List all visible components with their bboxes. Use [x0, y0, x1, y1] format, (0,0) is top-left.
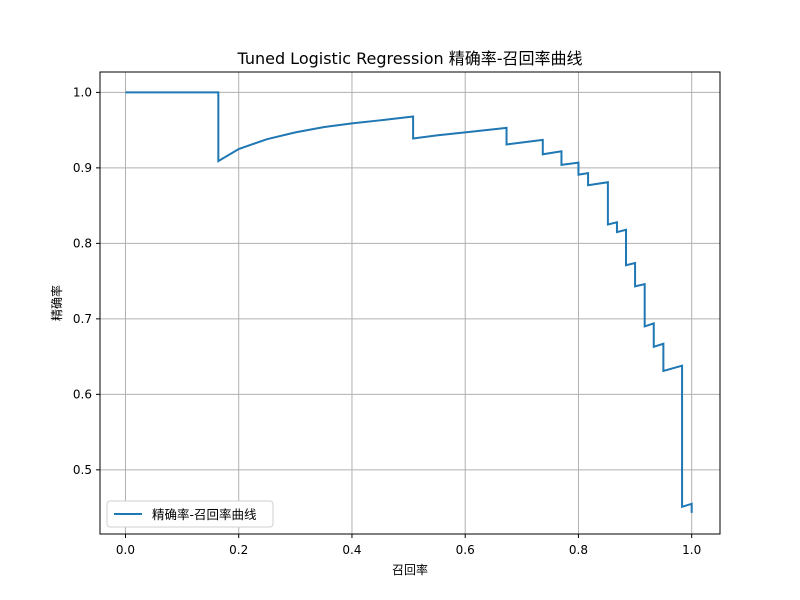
x-tick-label: 0.2	[229, 543, 248, 557]
x-tick-label: 1.0	[682, 543, 701, 557]
y-tick-label: 0.5	[73, 463, 92, 477]
x-tick-label: 0.4	[342, 543, 361, 557]
plot-area	[100, 72, 720, 534]
y-tick-label: 1.0	[73, 85, 92, 99]
pr-curve-line	[125, 91, 693, 513]
grid-lines	[100, 72, 720, 534]
y-tick-label: 0.9	[73, 161, 92, 175]
legend: 精确率-召回率曲线	[106, 500, 274, 528]
y-tick-label: 0.7	[73, 312, 92, 326]
x-tick-label: 0.0	[116, 543, 135, 557]
y-tick-label: 0.8	[73, 236, 92, 250]
x-tick-label: 0.6	[456, 543, 475, 557]
y-tick-label: 0.6	[73, 387, 92, 401]
legend-box	[106, 500, 274, 528]
series-layer	[125, 91, 693, 513]
plot-frame	[99, 71, 721, 535]
y-axis-label: 精确率	[49, 285, 64, 321]
chart-title: Tuned Logistic Regression 精确率-召回率曲线	[236, 49, 582, 68]
axis-ticks: 0.0 0.2 0.4 0.6 0.8 1.0 0.5 0.6 0.7 0.8 0.9 1.0	[73, 85, 701, 557]
x-axis-label: 召回率	[392, 562, 428, 577]
x-tick-label: 0.8	[569, 543, 588, 557]
legend-label: 精确率-召回率曲线	[152, 507, 257, 522]
